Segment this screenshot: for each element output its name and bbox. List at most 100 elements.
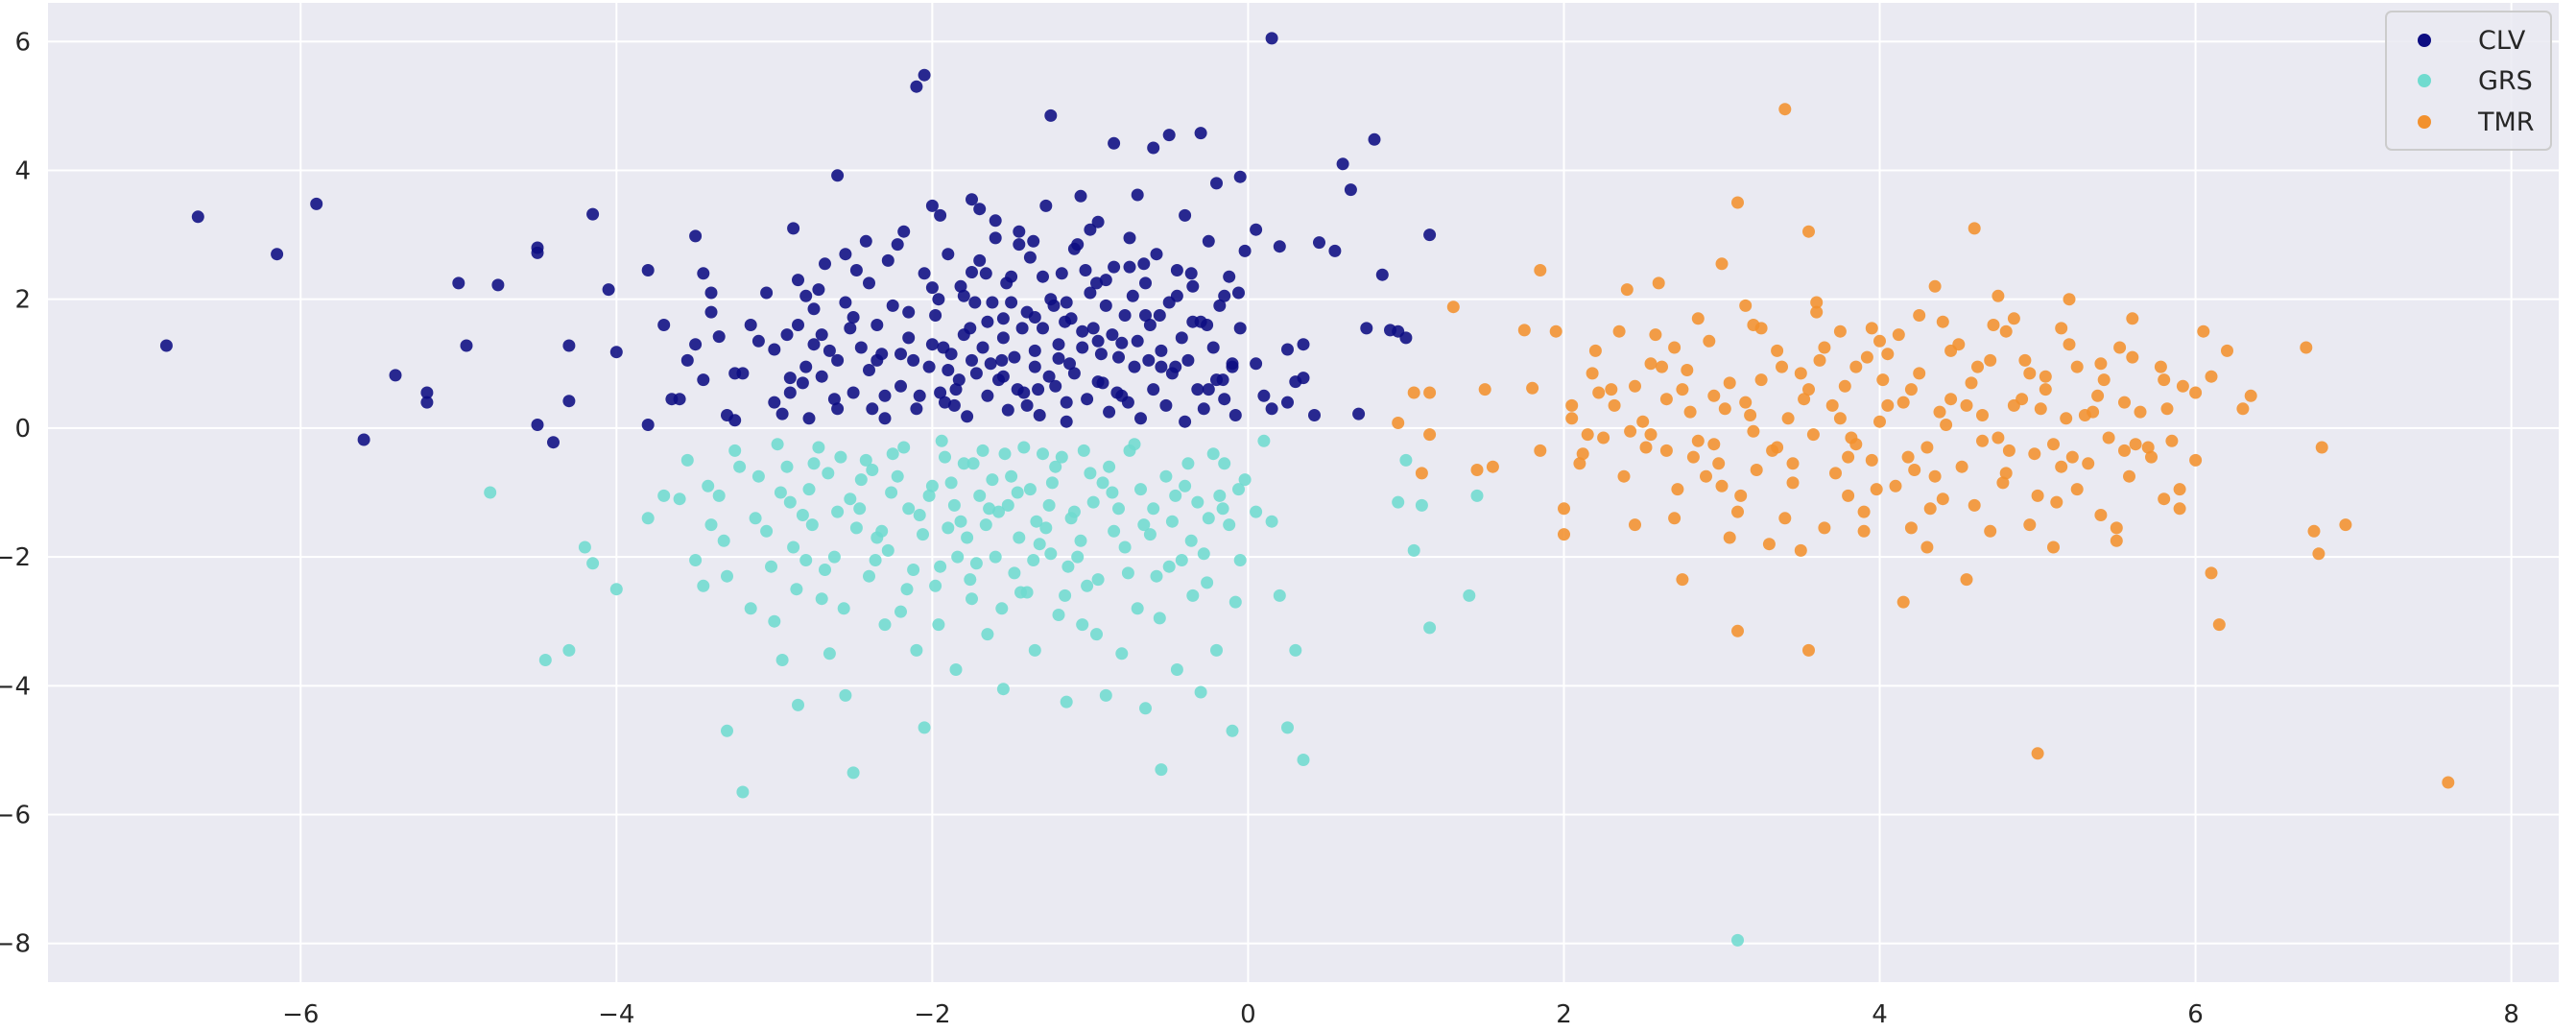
series-grs <box>484 434 1744 947</box>
data-point-tmr <box>1870 483 1883 496</box>
data-point-tmr <box>1731 505 1744 518</box>
data-point-tmr <box>2091 389 2105 402</box>
data-point-clv <box>1084 223 1097 236</box>
data-point-clv <box>1060 396 1073 409</box>
data-point-grs <box>881 543 894 557</box>
data-point-clv <box>783 386 797 399</box>
data-point-grs <box>586 557 600 570</box>
data-point-clv <box>878 412 892 425</box>
data-point-grs <box>697 579 710 592</box>
data-point-tmr <box>1933 405 1946 419</box>
data-point-grs <box>1153 612 1166 625</box>
x-tick-label: −2 <box>914 1000 950 1029</box>
data-point-clv <box>831 402 845 416</box>
data-point-grs <box>854 473 868 487</box>
data-point-clv <box>1090 276 1103 290</box>
data-point-tmr <box>2047 438 2060 451</box>
data-point-grs <box>934 560 947 573</box>
data-point-clv <box>768 396 781 409</box>
data-point-tmr <box>2205 566 2218 580</box>
data-point-clv <box>934 208 947 222</box>
data-point-tmr <box>1896 396 1910 409</box>
data-point-tmr <box>2123 469 2135 483</box>
data-point-clv <box>680 353 694 367</box>
data-point-clv <box>969 367 983 380</box>
data-point-clv <box>947 398 961 412</box>
data-point-grs <box>1392 495 1405 509</box>
data-point-tmr <box>1617 469 1631 483</box>
data-point-clv <box>807 338 821 351</box>
data-point-clv <box>1086 322 1100 335</box>
data-point-tmr <box>2023 367 2037 380</box>
data-point-grs <box>1223 518 1236 532</box>
data-point-grs <box>922 489 936 502</box>
data-point-clv <box>1091 334 1105 348</box>
data-point-grs <box>1044 547 1058 561</box>
data-point-grs <box>765 560 777 573</box>
data-point-grs <box>996 683 1010 696</box>
data-point-grs <box>929 579 942 592</box>
data-point-clv <box>1134 412 1147 425</box>
data-point-tmr <box>1802 383 1815 396</box>
data-point-tmr <box>1747 424 1760 438</box>
data-point-clv <box>918 68 931 82</box>
data-point-grs <box>484 486 497 499</box>
data-point-tmr <box>1913 367 1926 380</box>
data-point-tmr <box>1778 103 1792 116</box>
series-tmr <box>1392 103 2455 789</box>
data-point-clv <box>996 312 1010 325</box>
data-point-clv <box>1153 309 1166 322</box>
data-point-tmr <box>2307 524 2321 538</box>
data-point-tmr <box>1676 573 1689 587</box>
data-point-clv <box>1044 108 1058 122</box>
data-point-clv <box>815 328 828 342</box>
data-point-grs <box>1037 447 1049 461</box>
data-point-clv <box>1169 360 1182 373</box>
data-point-clv <box>907 353 920 367</box>
data-point-tmr <box>2134 405 2147 419</box>
data-point-grs <box>1228 595 1242 609</box>
data-point-clv <box>1265 32 1278 45</box>
data-point-grs <box>834 450 847 464</box>
data-point-tmr <box>1558 528 1570 541</box>
data-point-grs <box>1033 538 1046 551</box>
data-point-clv <box>1191 383 1205 396</box>
data-point-clv <box>1344 183 1357 197</box>
data-point-tmr <box>1999 467 2013 480</box>
data-point-tmr <box>1691 434 1705 447</box>
data-point-grs <box>986 473 999 487</box>
data-point-grs <box>1213 489 1227 502</box>
data-point-tmr <box>1659 444 1673 457</box>
data-point-clv <box>1108 260 1121 274</box>
data-point-tmr <box>2312 547 2326 561</box>
data-point-clv <box>847 386 860 399</box>
data-point-clv <box>1008 350 1021 364</box>
data-point-tmr <box>1707 389 1721 402</box>
data-point-clv <box>1360 322 1373 335</box>
data-point-clv <box>802 412 816 425</box>
data-point-clv <box>897 225 911 238</box>
data-point-clv <box>1110 386 1124 399</box>
data-point-clv <box>1257 389 1271 402</box>
data-point-grs <box>866 464 879 476</box>
data-point-tmr <box>1944 344 1958 357</box>
data-point-grs <box>947 498 961 512</box>
data-point-tmr <box>1534 444 1547 457</box>
data-point-tmr <box>1936 492 1949 506</box>
data-point-tmr <box>1955 460 1968 473</box>
data-point-grs <box>1175 554 1188 566</box>
data-point-clv <box>1238 244 1252 257</box>
data-point-clv <box>1063 357 1076 371</box>
data-point-grs <box>1028 643 1041 657</box>
data-point-grs <box>1191 495 1205 509</box>
data-point-grs <box>1134 483 1147 496</box>
data-point-clv <box>1336 157 1349 171</box>
data-point-tmr <box>2141 441 2155 454</box>
data-point-grs <box>1017 441 1031 454</box>
data-point-clv <box>704 305 718 319</box>
data-point-tmr <box>2154 360 2167 373</box>
data-point-grs <box>1049 460 1062 473</box>
data-point-tmr <box>2197 324 2210 338</box>
data-point-clv <box>973 253 987 267</box>
data-point-grs <box>775 654 789 666</box>
